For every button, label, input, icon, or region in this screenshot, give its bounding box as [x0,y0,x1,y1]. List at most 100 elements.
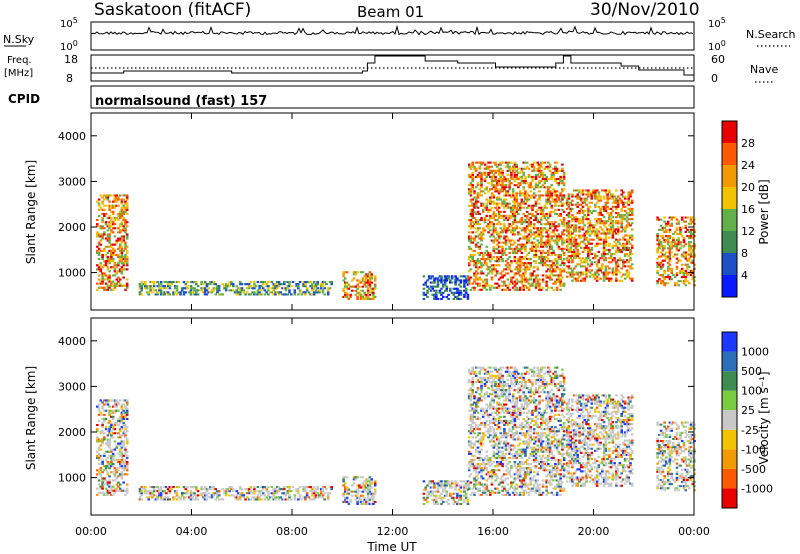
velocity-echo-cell [108,479,111,482]
velocity-echo-cell [124,426,127,429]
power-echo-cell [110,219,113,222]
power-echo-cell [594,189,597,192]
power-echo-cell [224,283,228,286]
velocity-echo-cell [311,488,314,491]
power-echo-cell [464,289,468,292]
power-echo-cell [675,267,679,270]
power-echo-cell [469,256,473,259]
velocity-echo-cell [99,487,103,490]
velocity-echo-cell [251,496,254,499]
power-echo-cell [627,265,630,268]
nsky-panel-frame [90,21,695,51]
power-echo-cell [471,286,474,289]
power-echo-cell [189,285,193,288]
power-echo-cell [534,231,538,234]
power-echo-cell [588,271,592,274]
velocity-echo-cell [118,399,122,402]
velocity-echo-cell [321,490,325,493]
power-echo-cell [240,283,244,286]
power-echo-cell [536,243,540,246]
power-echo-cell [120,253,124,256]
power-echo-cell [499,190,503,193]
power-echo-cell [625,253,629,256]
power-echo-cell [689,237,693,240]
power-echo-cell [111,227,115,230]
velocity-echo-cell [323,492,326,495]
power-echo-cell [356,271,359,274]
power-echo-cell [485,167,489,170]
velocity-echo-cell [99,432,103,435]
power-echo-cell [96,288,99,291]
velocity-echo-cell [140,498,144,501]
power-echo-cell [480,173,483,176]
power-echo-cell [497,233,501,236]
power-echo-cell [483,192,487,195]
power-echo-cell [170,283,173,286]
velocity-echo-cell [104,399,108,402]
velocity-echo-cell [125,417,129,420]
velocity-echo-cell [272,498,275,501]
power-echo-cell [622,236,625,239]
power-echo-cell [569,230,572,233]
velocity-echo-cell [478,376,481,379]
power-echo-cell [684,226,688,229]
power-echo-cell [510,231,513,234]
power-echo-cell [625,246,629,249]
power-echo-cell [599,226,602,229]
velocity-echo-cell [270,492,274,495]
velocity-echo-cell [295,490,298,493]
power-echo-cell [456,279,459,282]
power-echo-cell [565,222,569,225]
power-echo-cell [608,267,611,270]
velocity-echo-cell [467,389,471,392]
velocity-echo-cell [237,492,240,495]
power-echo-cell [108,217,111,220]
power-echo-cell [616,199,620,202]
power-echo-cell [122,212,125,215]
velocity-echo-cell [319,492,323,495]
power-echo-cell [499,272,503,275]
velocity-echo-cell [277,490,281,493]
power-echo-cell [474,196,478,199]
power-echo-cell [627,261,630,264]
power-echo-cell [496,258,499,261]
power-echo-cell [189,281,193,284]
power-echo-cell [481,202,485,205]
power-echo-cell [567,203,571,206]
power-echo-cell [316,291,319,294]
power-echo-cell [691,220,695,223]
power-echo-cell [513,212,517,215]
velocity-echo-cell [122,430,125,433]
power-echo-cell [622,248,625,251]
power-echo-cell [101,256,104,259]
velocity-echo-cell [481,432,485,435]
power-echo-cell [684,253,688,256]
power-echo-cell [550,272,554,275]
velocity-echo-cell [104,487,108,490]
power-echo-cell [547,161,550,164]
power-echo-cell [534,243,538,246]
power-echo-cell [520,192,524,195]
power-echo-cell [595,236,599,239]
power-echo-cell [510,260,513,263]
power-echo-cell [503,241,506,244]
power-echo-cell [581,222,585,225]
power-echo-cell [540,194,543,197]
power-echo-cell [517,212,520,215]
power-echo-cell [548,268,552,271]
velocity-echo-cell [221,488,224,491]
power-echo-cell [601,189,604,192]
power-echo-cell [543,262,547,265]
power-echo-cell [242,291,246,294]
power-echo-cell [666,239,670,242]
power-echo-cell [180,289,184,292]
power-echo-cell [489,225,492,228]
velocity-echo-cell [125,413,129,416]
power-echo-cell [478,167,481,170]
power-echo-cell [569,242,572,245]
velocity-echo-cell [113,399,117,402]
velocity-echo-cell [140,486,144,489]
velocity-echo-cell [151,496,154,499]
power-echo-cell [532,196,536,199]
colorbar-tick-label: 24 [741,159,755,172]
